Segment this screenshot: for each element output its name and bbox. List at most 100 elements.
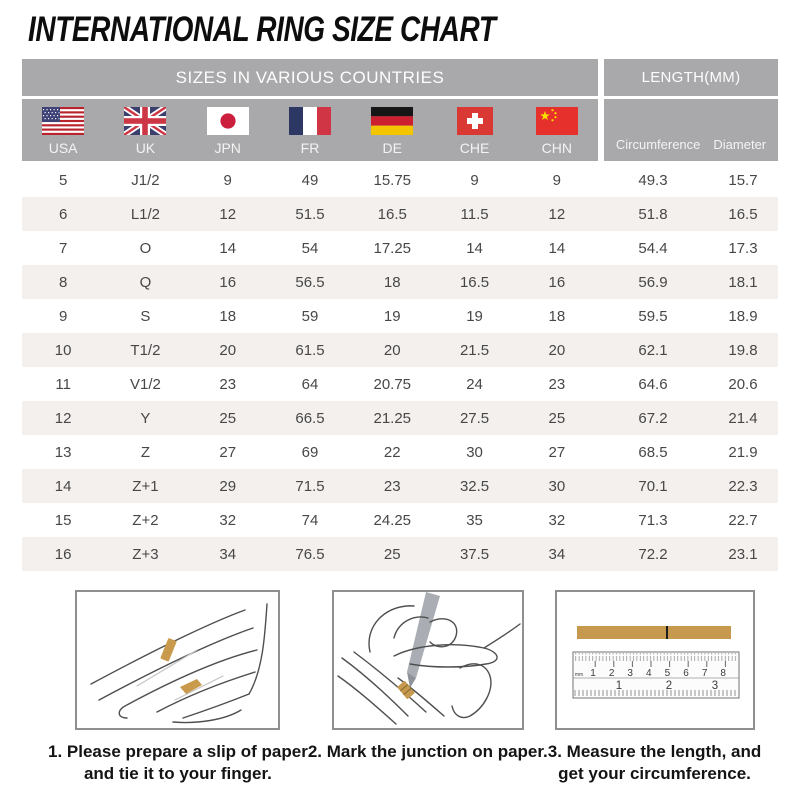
table-cell: 56.5 (295, 273, 325, 291)
table-row: 9 S 18 59 19 19 18 59.5 18.9 (22, 299, 778, 333)
table-cell: 5 (58, 171, 68, 189)
uk-flag-icon (124, 107, 167, 135)
table-cell: 51.5 (295, 205, 325, 223)
table-row: 5 J1/2 9 49 15.75 9 9 49.3 15.7 (22, 163, 778, 197)
table-cell: 21.4 (728, 409, 758, 427)
column-fr: FR (269, 99, 351, 161)
table-cell: 23 (548, 375, 566, 393)
table-cell: 27 (548, 443, 566, 461)
country-code-usa: USA (48, 140, 78, 156)
table-cell: 74 (301, 511, 319, 529)
table-row: 8 Q 16 56.5 18 16.5 16 56.9 18.1 (22, 265, 778, 299)
table-cell: 19 (383, 307, 401, 325)
paper-strip (576, 626, 731, 639)
table-row: 11 V1/2 23 64 20.75 24 23 64.6 20.6 (22, 367, 778, 401)
ruler-cm-number: 7 (701, 668, 707, 679)
table-row: 13 Z 27 69 22 30 27 68.5 21.9 (22, 435, 778, 469)
ruler-cm-number: 2 (608, 668, 614, 679)
table-cell: 14 (54, 477, 72, 495)
ruler-cm-number: 3 (627, 668, 633, 679)
group-header-countries: SIZES IN VARIOUS COUNTRIES (22, 59, 598, 96)
table-cell: 12 (548, 205, 566, 223)
table-cell: 15 (54, 511, 72, 529)
table-row: 16 Z+3 34 76.5 25 37.5 34 72.2 23.1 (22, 537, 778, 571)
table-cell: 76.5 (295, 545, 325, 563)
table-cell: 7 (58, 239, 68, 257)
table-cell: 9 (552, 171, 561, 189)
table-cell: 49 (301, 171, 319, 189)
table-cell: 12 (54, 409, 72, 427)
table-cell: 11.5 (460, 205, 489, 223)
table-cell: 35 (466, 511, 483, 529)
ruler-cm-number: 1 (590, 668, 596, 679)
table-cell: 16.5 (377, 205, 407, 223)
country-code-chn: CHN (541, 140, 573, 156)
ruler-cm-number: 6 (683, 668, 689, 679)
table-cell: 18.1 (728, 273, 758, 291)
table-cell: S (140, 307, 151, 325)
table-cell: 20.6 (728, 375, 758, 393)
table-cell: 14 (548, 239, 566, 257)
table-cell: 54.4 (638, 239, 668, 257)
table-cell: 37.5 (459, 545, 490, 563)
country-code-che-label-de: DE (382, 140, 402, 156)
table-cell: 18 (548, 307, 566, 325)
table-column-header: USA UK (22, 99, 778, 161)
column-diameter: Diameter (713, 137, 767, 152)
table-cell: 59.5 (638, 307, 668, 325)
country-columns: USA UK (22, 99, 598, 161)
table-cell: V1/2 (129, 375, 161, 393)
china-flag-icon (535, 107, 578, 135)
table-cell: 22.7 (728, 511, 758, 529)
table-cell: 29 (219, 477, 237, 495)
table-cell: 27.5 (459, 409, 490, 427)
table-cell: 21.9 (728, 443, 758, 461)
table-cell: 9 (470, 171, 479, 189)
table-cell: 70.1 (638, 477, 668, 495)
ruler-inch-number: 3 (711, 680, 717, 692)
table-cell: 56.9 (638, 273, 668, 291)
illustration-box-3: mm 1 2 3 4 5 6 7 8 1 2 3 (554, 590, 755, 730)
hand-with-paper-tied-illustration (90, 603, 269, 724)
table-cell: 72.2 (638, 545, 668, 563)
table-cell: 59 (301, 307, 319, 325)
table-cell: Z (140, 443, 150, 461)
column-uk: UK (104, 99, 186, 161)
caption-line: 1. Please prepare a slip of paper (48, 742, 308, 761)
table-cell: 71.3 (638, 511, 668, 529)
table-cell: 51.8 (638, 205, 668, 223)
instruction-step-2: 2. Mark the junction on paper. (308, 590, 548, 785)
ruler-cm-number: 5 (664, 668, 670, 679)
table-row: 12 Y 25 66.5 21.25 27.5 25 67.2 21.4 (22, 401, 778, 435)
table-cell: 9 (223, 171, 232, 189)
table-cell: 30 (466, 443, 483, 461)
table-cell: 16 (219, 273, 237, 291)
table-cell: 25 (548, 409, 566, 427)
table-cell: 32.5 (459, 477, 490, 495)
table-cell: 14 (466, 239, 483, 257)
ruler-unit-label: mm (574, 672, 582, 678)
table-cell: 66.5 (295, 409, 325, 427)
table-cell: 20.75 (373, 375, 412, 393)
table-cell: 22 (383, 443, 401, 461)
table-row: 10 T1/2 20 61.5 20 21.5 20 62.1 19.8 (22, 333, 778, 367)
caption-line: and tie it to your finger. (83, 764, 272, 784)
ruler-measuring-strip-illustration: mm 1 2 3 4 5 6 7 8 1 2 3 (571, 626, 742, 699)
table-cell: Z+2 (132, 511, 159, 529)
caption-line: 2. Mark the junction on paper. (307, 742, 548, 761)
table-cell: T1/2 (130, 341, 161, 359)
table-cell: 69 (301, 443, 319, 461)
table-cell: 24 (466, 375, 483, 393)
table-cell: 20 (548, 341, 566, 359)
table-cell: Z+3 (132, 545, 159, 563)
column-jpn: JPN (187, 99, 269, 161)
table-cell: 27 (219, 443, 237, 461)
table-cell: 23 (219, 375, 237, 393)
country-code-jpn: JPN (214, 140, 241, 156)
table-cell: 62.1 (638, 341, 668, 359)
table-cell: 24.25 (373, 511, 412, 529)
table-cell: 17.3 (728, 239, 758, 257)
table-cell: L1/2 (130, 205, 161, 223)
table-cell: 32 (219, 511, 237, 529)
